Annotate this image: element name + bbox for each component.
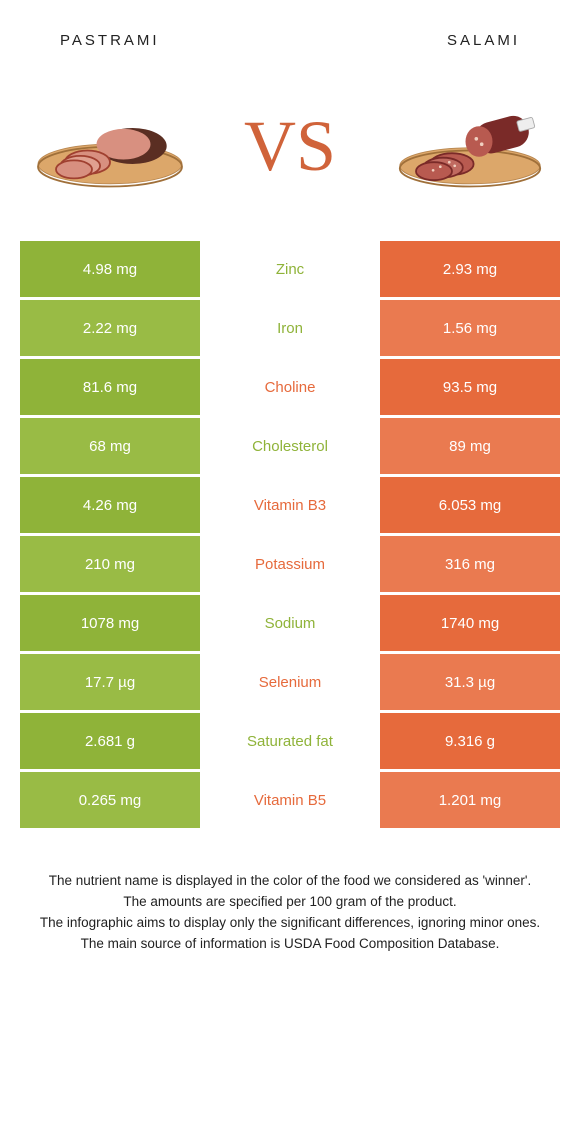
vs-row: VS	[0, 61, 580, 241]
left-value: 68 mg	[20, 418, 200, 474]
nutrient-label: Saturated fat	[200, 713, 380, 769]
table-row: 2.681 gSaturated fat9.316 g	[20, 713, 560, 769]
footnote-line: The amounts are specified per 100 gram o…	[30, 892, 550, 913]
table-row: 0.265 mgVitamin B51.201 mg	[20, 772, 560, 828]
nutrient-label: Vitamin B5	[200, 772, 380, 828]
food-title-right: salami	[447, 25, 520, 51]
footnote-line: The nutrient name is displayed in the co…	[30, 871, 550, 892]
food-title-left: pastrami	[60, 25, 160, 51]
nutrient-label: Potassium	[200, 536, 380, 592]
nutrient-label: Vitamin B3	[200, 477, 380, 533]
left-value: 4.26 mg	[20, 477, 200, 533]
right-value: 89 mg	[380, 418, 560, 474]
footnote-line: The main source of information is USDA F…	[30, 934, 550, 955]
table-row: 2.22 mgIron1.56 mg	[20, 300, 560, 356]
right-value: 1.201 mg	[380, 772, 560, 828]
table-row: 1078 mgSodium1740 mg	[20, 595, 560, 651]
left-value: 210 mg	[20, 536, 200, 592]
right-value: 1740 mg	[380, 595, 560, 651]
nutrient-label: Iron	[200, 300, 380, 356]
left-value: 2.22 mg	[20, 300, 200, 356]
pastrami-image	[20, 86, 200, 206]
table-row: 4.98 mgZinc2.93 mg	[20, 241, 560, 297]
left-value: 1078 mg	[20, 595, 200, 651]
table-row: 81.6 mgCholine93.5 mg	[20, 359, 560, 415]
nutrient-label: Sodium	[200, 595, 380, 651]
salami-image	[380, 86, 560, 206]
nutrient-table: 4.98 mgZinc2.93 mg2.22 mgIron1.56 mg81.6…	[0, 241, 580, 828]
nutrient-label: Cholesterol	[200, 418, 380, 474]
table-row: 210 mgPotassium316 mg	[20, 536, 560, 592]
left-value: 17.7 µg	[20, 654, 200, 710]
right-value: 316 mg	[380, 536, 560, 592]
nutrient-label: Zinc	[200, 241, 380, 297]
footnote-line: The infographic aims to display only the…	[30, 913, 550, 934]
table-row: 17.7 µgSelenium31.3 µg	[20, 654, 560, 710]
left-value: 81.6 mg	[20, 359, 200, 415]
table-row: 4.26 mgVitamin B36.053 mg	[20, 477, 560, 533]
nutrient-label: Choline	[200, 359, 380, 415]
right-value: 2.93 mg	[380, 241, 560, 297]
right-value: 31.3 µg	[380, 654, 560, 710]
right-value: 93.5 mg	[380, 359, 560, 415]
left-value: 2.681 g	[20, 713, 200, 769]
right-value: 9.316 g	[380, 713, 560, 769]
left-value: 4.98 mg	[20, 241, 200, 297]
right-value: 6.053 mg	[380, 477, 560, 533]
table-row: 68 mgCholesterol89 mg	[20, 418, 560, 474]
left-value: 0.265 mg	[20, 772, 200, 828]
nutrient-label: Selenium	[200, 654, 380, 710]
footnote: The nutrient name is displayed in the co…	[0, 831, 580, 975]
header: pastrami salami	[0, 0, 580, 61]
right-value: 1.56 mg	[380, 300, 560, 356]
vs-label: VS	[244, 105, 336, 188]
